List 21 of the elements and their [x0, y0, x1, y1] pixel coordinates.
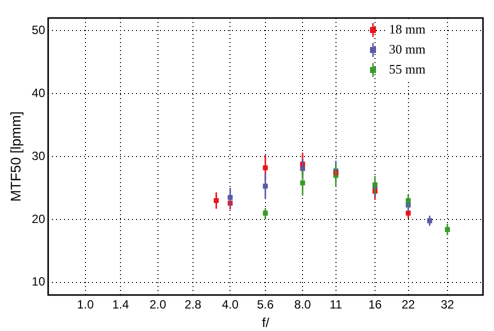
x-tick-label: 1.0: [77, 298, 94, 312]
y-tick-label: 20: [32, 212, 46, 226]
x-tick-label: 1.4: [112, 298, 130, 312]
x-tick-label: 4.0: [222, 298, 239, 312]
y-tick-label: 40: [32, 86, 46, 100]
x-tick-label: 5.6: [256, 298, 274, 312]
x-tick-label: 11: [330, 298, 342, 312]
y-tick-label: 10: [32, 274, 46, 289]
y-tick-label: 50: [32, 22, 46, 37]
x-tick-label: 32: [440, 298, 454, 312]
x-tick-label: 22: [402, 298, 416, 312]
legend-label: 30 mm: [389, 41, 426, 56]
x-tick-label: 8.0: [294, 298, 312, 312]
x-tick-label: 2.0: [149, 298, 166, 312]
legend-label: 18 mm: [389, 21, 426, 36]
legend-label: 55 mm: [389, 61, 426, 76]
y-tick-label: 30: [32, 148, 46, 163]
x-tick-label: 2.8: [184, 298, 202, 312]
x-tick-label: 16: [368, 298, 382, 312]
x-axis-title: f/: [262, 314, 270, 330]
y-axis-title: MTF50 [lpmm]: [7, 111, 24, 202]
